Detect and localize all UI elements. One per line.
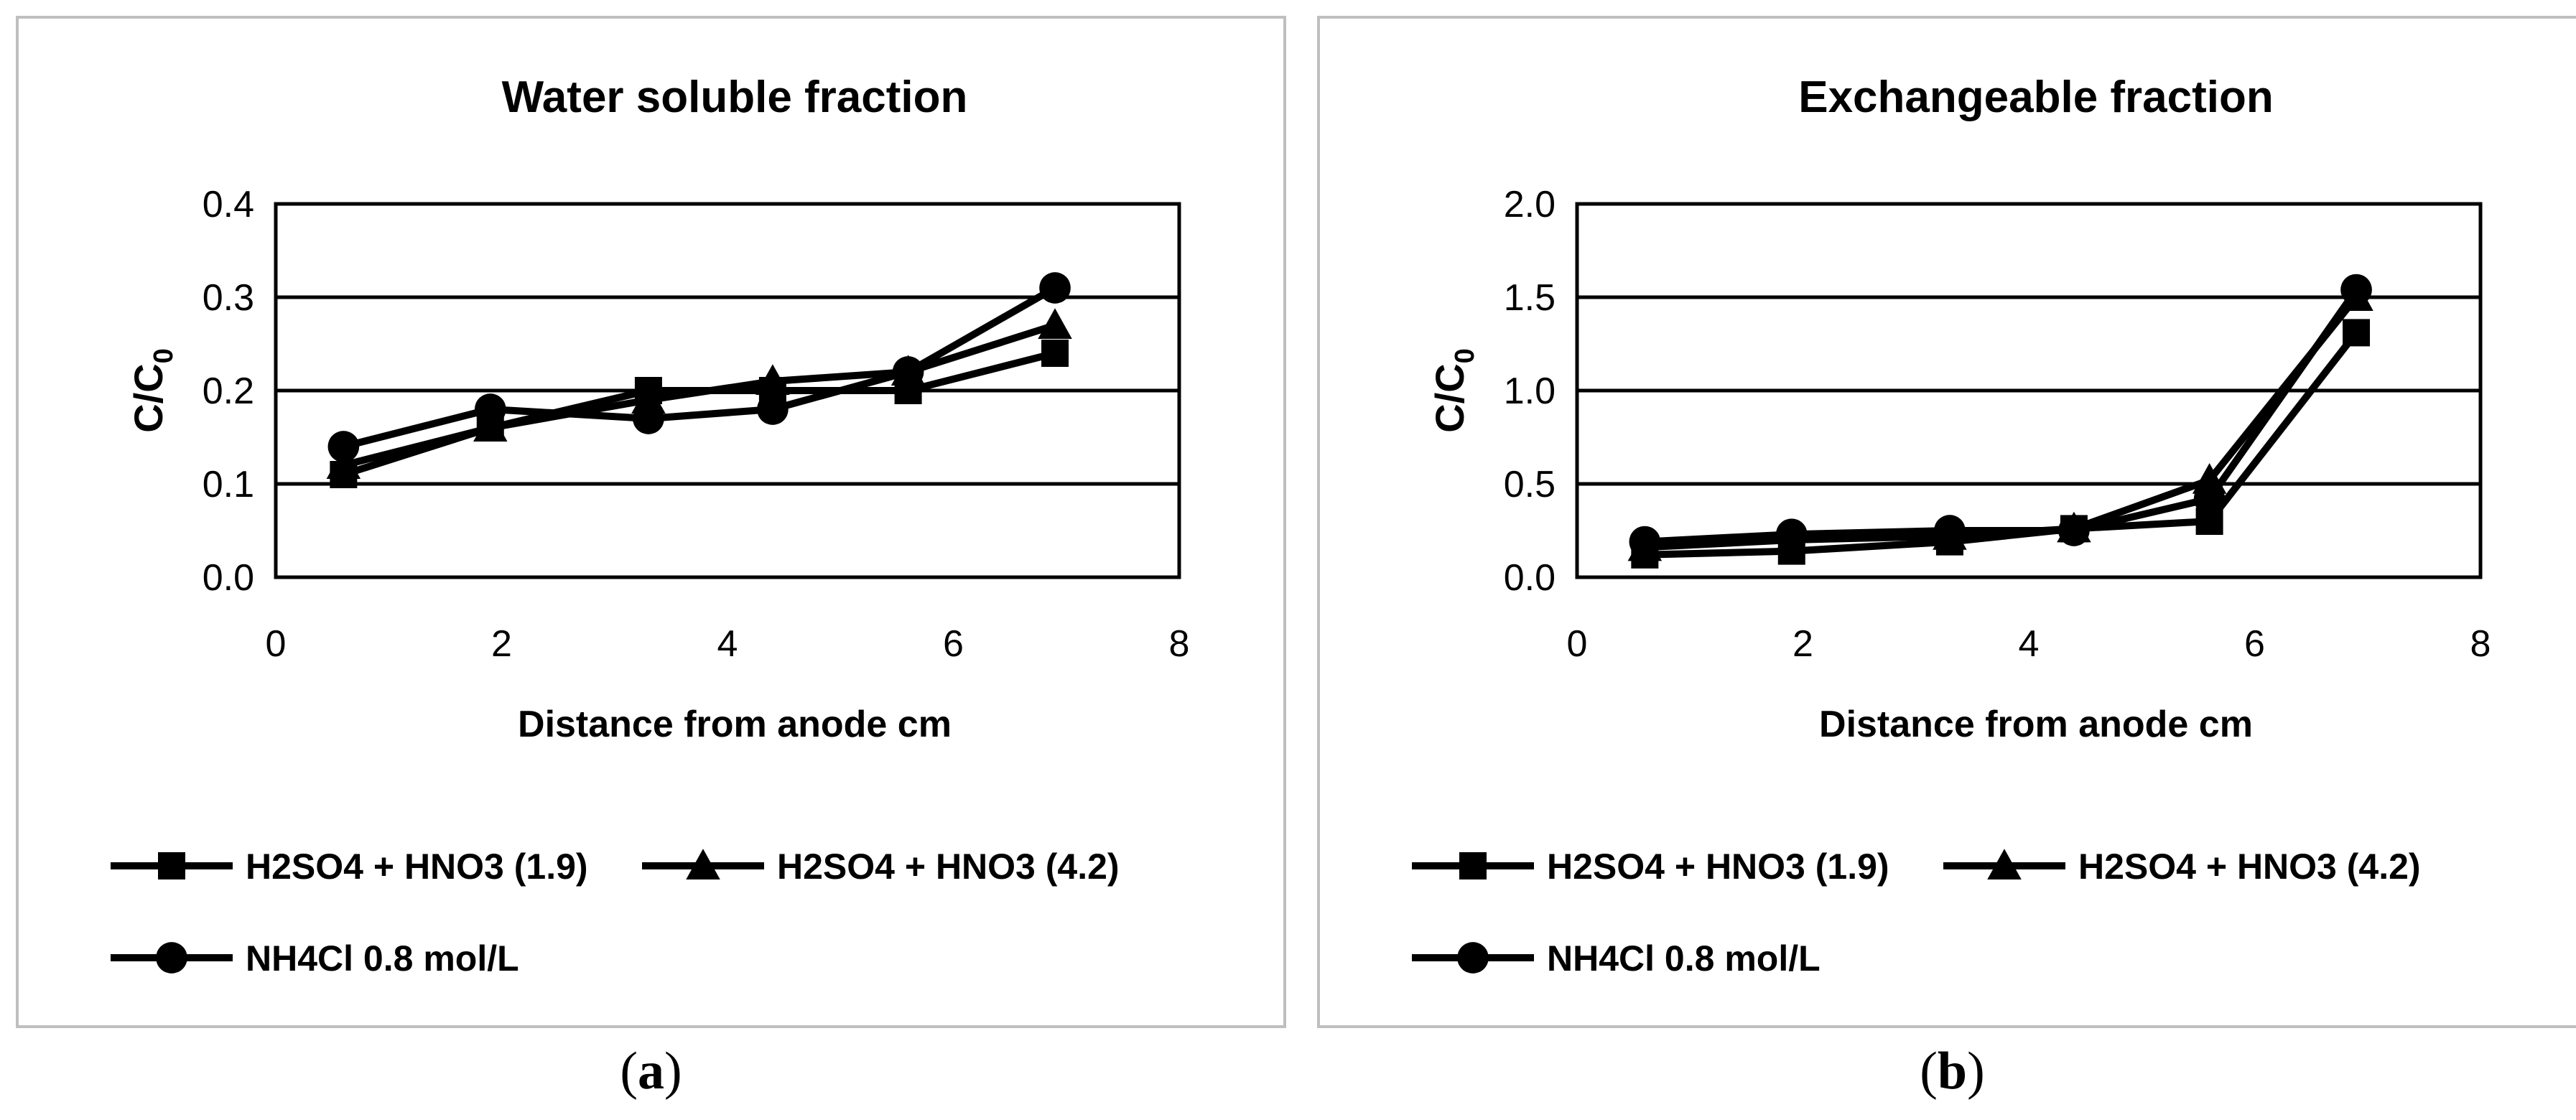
chart-b-y-tick-label: 1.5 bbox=[1504, 277, 1556, 319]
chart-b-series-3-point bbox=[1934, 515, 1966, 546]
panel-caption-a: (a) bbox=[620, 1042, 682, 1101]
chart-a-x-tick-label: 0 bbox=[266, 623, 287, 665]
chart-a-series-3-point bbox=[757, 393, 789, 425]
chart-b-y-axis-label-main: C/C bbox=[1427, 363, 1472, 432]
chart-b-svg: Exchangeable fraction 0.0 0.5 1.0 1.5 2.0 0 2 4 6… bbox=[1412, 73, 2491, 979]
chart-b-series-line-2 bbox=[1645, 294, 2359, 551]
chart-a-series-1-point bbox=[1041, 340, 1069, 367]
chart-b-series-3-point bbox=[1629, 526, 1661, 558]
chart-b-series-3-point bbox=[2058, 515, 2090, 546]
chart-b-x-tick-label: 4 bbox=[2019, 623, 2040, 665]
chart-b-y-axis-label-subscript: 0 bbox=[1450, 348, 1480, 363]
chart-a-y-tick-label: 0.0 bbox=[203, 557, 254, 599]
chart-b-x-tick-label: 8 bbox=[2470, 623, 2491, 665]
chart-a-series-2-point bbox=[1038, 308, 1072, 339]
chart-a-series-2-point bbox=[326, 448, 361, 479]
chart-b-x-tick-label: 2 bbox=[1792, 623, 1813, 665]
chart-a-series-line-2 bbox=[343, 322, 1056, 469]
chart-b-y-tick-label: 1.0 bbox=[1504, 370, 1556, 412]
chart-b-legend-marker-2 bbox=[1987, 849, 2022, 879]
chart-b-legend-marker-1 bbox=[1459, 852, 1487, 879]
chart-a-title: Water soluble fraction bbox=[502, 73, 968, 122]
chart-a-x-tick-label: 4 bbox=[717, 623, 738, 665]
chart-a-svg: Water soluble fraction 0.0 0.1 0.2 0.3 0.4 0 2 4… bbox=[111, 73, 1190, 979]
chart-b-x-tick-label: 0 bbox=[1567, 623, 1588, 665]
chart-a-y-tick-label: 0.2 bbox=[203, 370, 254, 412]
chart-b-plot-frame bbox=[1575, 202, 2483, 579]
chart-a-series-3-point bbox=[474, 393, 506, 425]
chart-b-series-1-point bbox=[2343, 319, 2371, 347]
chart-b-series-line-3 bbox=[1645, 287, 2360, 546]
chart-a-legend-marker-1 bbox=[158, 852, 185, 879]
chart-b-legend-label-3: NH4Cl 0.8 mol/L bbox=[1547, 938, 1821, 979]
chart-panel-a: Water soluble fraction 0.0 0.1 0.2 0.3 0.4 0 2 4… bbox=[16, 16, 1286, 1028]
chart-a-series-2-point bbox=[755, 364, 790, 395]
chart-a-series-3-point bbox=[1039, 272, 1071, 304]
chart-a-series-3-point bbox=[327, 431, 360, 462]
chart-a-legend-label-3: NH4Cl 0.8 mol/L bbox=[246, 938, 519, 979]
chart-b-legend-label-2: H2SO4 + HNO3 (4.2) bbox=[2078, 846, 2421, 887]
chart-b-legend-label-1: H2SO4 + HNO3 (1.9) bbox=[1547, 846, 1889, 887]
chart-a-legend-label-1: H2SO4 + HNO3 (1.9) bbox=[246, 846, 588, 887]
chart-b-y-tick-label: 0.0 bbox=[1504, 557, 1556, 599]
chart-b-series-3-point bbox=[2193, 482, 2226, 515]
chart-b-series-3-point bbox=[1775, 518, 1808, 551]
chart-b-x-tick-label: 6 bbox=[2244, 623, 2265, 665]
chart-a-y-axis-label-main: C/C bbox=[126, 363, 171, 432]
chart-b-x-axis-label: Distance from anode cm bbox=[1819, 704, 2253, 745]
chart-a-y-tick-label: 0.4 bbox=[203, 184, 254, 225]
panel-caption-b-letter: b bbox=[1937, 1042, 1968, 1101]
chart-a-x-tick-label: 8 bbox=[1169, 623, 1190, 665]
chart-b-legend-marker-3 bbox=[1457, 942, 1489, 974]
chart-a-y-tick-label: 0.1 bbox=[203, 464, 254, 505]
chart-a-y-axis-label-subscript: 0 bbox=[149, 348, 179, 363]
chart-a-series-3-point bbox=[892, 356, 924, 388]
panel-caption-b: (b) bbox=[1920, 1042, 1985, 1101]
chart-a-legend-marker-3 bbox=[156, 942, 187, 974]
chart-a-x-axis-label: Distance from anode cm bbox=[518, 704, 952, 745]
chart-a-x-tick-label: 6 bbox=[943, 623, 964, 665]
chart-a-y-tick-label: 0.3 bbox=[203, 277, 254, 319]
chart-b-y-axis-label: C/C0 bbox=[1427, 348, 1480, 433]
chart-b-series-3-point bbox=[2340, 274, 2372, 306]
chart-a-series-2-point bbox=[473, 411, 508, 442]
chart-a-y-axis-label: C/C0 bbox=[126, 348, 179, 433]
chart-panel-b: Exchangeable fraction 0.0 0.5 1.0 1.5 2.0 0 2 4 6… bbox=[1317, 16, 2576, 1028]
chart-a-legend-label-2: H2SO4 + HNO3 (4.2) bbox=[777, 846, 1120, 887]
chart-a-x-tick-label: 2 bbox=[491, 623, 512, 665]
chart-b-y-tick-label: 0.5 bbox=[1504, 464, 1556, 505]
chart-b-title: Exchangeable fraction bbox=[1798, 73, 2274, 122]
chart-b-y-tick-label: 2.0 bbox=[1504, 184, 1556, 225]
chart-a-series-3-point bbox=[633, 403, 664, 434]
panel-caption-a-letter: a bbox=[638, 1042, 664, 1101]
chart-a-legend-marker-2 bbox=[686, 849, 720, 879]
chart-a-plot-frame bbox=[274, 202, 1181, 579]
chart-a-series-line-3 bbox=[343, 284, 1057, 450]
